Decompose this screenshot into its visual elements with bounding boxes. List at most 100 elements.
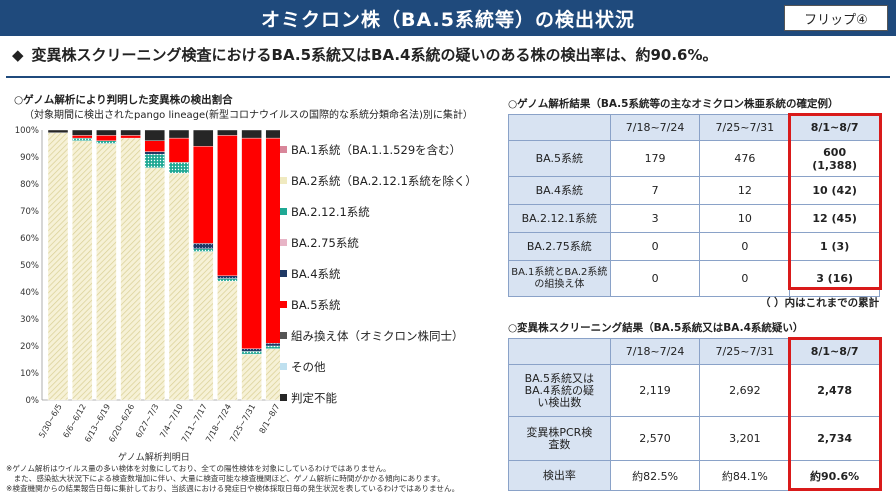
legend-label: BA.5系統 <box>291 297 341 312</box>
table-row: BA.5系統 179 476 600 (1,388) <box>508 140 880 177</box>
y-tick-label: 80% <box>20 180 39 190</box>
cell: 179 <box>609 140 701 177</box>
legend-swatch <box>280 146 287 153</box>
note-line: また、感染拡大状況下による検査数増加に伴い、大量に検査可能な検査機関ほど、ゲノム… <box>6 474 445 483</box>
y-tick-label: 30% <box>20 315 39 325</box>
bar-segment <box>120 135 141 139</box>
bar-segment <box>192 146 214 244</box>
cell: 2,570 <box>609 416 701 461</box>
divider <box>6 76 890 78</box>
bar-segment <box>71 137 93 142</box>
table-row: BA.4系統 7 12 10 (42) <box>508 176 880 205</box>
chart-subtitle: （対象期間に検出されたpango lineage(新型コロナウイルスの国際的な系… <box>24 110 473 121</box>
bar-segment <box>168 162 190 174</box>
x-tick-label: 7/25~7/31 <box>228 403 257 444</box>
bar-segment <box>144 154 166 168</box>
y-tick-label: 10% <box>20 369 39 379</box>
legend-swatch <box>280 239 287 246</box>
header-cell: 8/1~8/7 <box>789 114 880 141</box>
table-row: 検出率 約82.5% 約84.1% 約90.6% <box>508 460 880 491</box>
legend-item: BA.4系統 <box>280 258 500 289</box>
header-cell: 7/25~7/31 <box>699 114 791 141</box>
legend-label: BA.2.12.1系統 <box>291 204 370 219</box>
x-tick-label: 7/4~7/10 <box>158 403 185 440</box>
genome-table-title: ○ゲノム解析結果（BA.5系統等の主なオミクロン株亜系統の確定例） <box>508 98 839 110</box>
legend-label: その他 <box>291 359 326 374</box>
cell: 0 <box>699 232 791 261</box>
legend-swatch <box>280 270 287 277</box>
row-label: BA.4系統 <box>508 176 611 205</box>
screening-table: 7/18~7/24 7/25~7/31 8/1~8/7 BA.5系統又はBA.4… <box>508 338 880 491</box>
bar-segment <box>96 129 117 136</box>
legend-label: BA.1系統（BA.1.1.529を含む） <box>291 142 462 157</box>
bar-segment <box>265 348 280 401</box>
bars-group <box>47 129 280 401</box>
bar-segment <box>192 251 214 401</box>
legend-label: 組み換え体（オミクロン株同士） <box>291 328 464 343</box>
x-tick-label: 5/30~6/5 <box>37 403 64 440</box>
bar-segment <box>168 129 190 139</box>
y-tick-label: 0% <box>26 396 40 406</box>
cumulative-footnote: （ ）内はこれまでの累計 <box>760 297 880 309</box>
legend-swatch <box>280 177 287 184</box>
cell: 0 <box>609 232 701 261</box>
headline-text: 変異株スクリーニング検査におけるBA.5系統又はBA.4系統の疑いのある株の検出… <box>31 46 718 64</box>
legend-label: BA.2.75系統 <box>291 235 359 250</box>
bar-segment <box>265 137 280 344</box>
notes: ※ゲノム解析はウイルス量の多い検体を対象にしており、全ての陽性検体を対象にしてい… <box>6 464 506 494</box>
cell: 約82.5% <box>609 460 701 491</box>
legend-swatch <box>280 301 287 308</box>
screening-table-title: ○変異株スクリーニング結果（BA.5系統又はBA.4系統疑い） <box>508 322 804 334</box>
header-cell <box>508 114 611 141</box>
x-tick-label: 6/20~6/26 <box>107 403 136 444</box>
legend-item: BA.1系統（BA.1.1.529を含む） <box>280 134 500 165</box>
row-label: BA.2.75系統 <box>508 232 611 261</box>
table-row: BA.2.12.1系統 3 10 12 (45) <box>508 204 880 233</box>
legend-item: BA.2.12.1系統 <box>280 196 500 227</box>
header-cell: 8/1~8/7 <box>789 338 880 365</box>
stacked-bar-chart: 0% 10% 20% 30% 40% 50% 60% 70% 80% 90% 100% 5/30~6… <box>15 126 280 444</box>
chart-title: ○ゲノム解析により判明した変異株の検出割合 <box>14 94 233 106</box>
cell: 2,734 <box>789 416 880 461</box>
cell: 600 (1,388) <box>789 140 880 177</box>
bar-segment <box>241 129 262 139</box>
cell: 3 (16) <box>789 260 880 297</box>
note-line: ※ゲノム解析はウイルス量の多い検体を対象にしており、全ての陽性検体を対象にしてい… <box>6 464 391 473</box>
cell: 約84.1% <box>699 460 791 491</box>
cell: 1 (3) <box>789 232 880 261</box>
x-axis-ticks: 5/30~6/56/6~6/126/13~6/196/20~6/266/27~7… <box>37 403 280 444</box>
cell: 2,692 <box>699 364 791 417</box>
header-cell: 7/18~7/24 <box>609 338 701 365</box>
bar-segment <box>71 140 93 401</box>
cell: 0 <box>699 260 791 297</box>
legend-swatch <box>280 332 287 339</box>
row-label: BA.5系統 <box>508 140 611 177</box>
bar-segment <box>241 348 262 352</box>
y-tick-label: 100% <box>15 126 39 136</box>
bar-segment <box>217 135 238 276</box>
row-label: 検出率 <box>508 460 611 491</box>
bar-segment <box>241 351 262 355</box>
table-row: BA.1系統とBA.2系統の組換え体 0 0 3 (16) <box>508 260 880 297</box>
bar-segment <box>217 129 238 136</box>
bar-segment <box>71 135 93 139</box>
cell: 10 (42) <box>789 176 880 205</box>
cell: 0 <box>609 260 701 297</box>
chart-legend: BA.1系統（BA.1.1.529を含む） BA.2系統（BA.2.12.1系統を… <box>280 134 500 413</box>
bar-segment <box>71 129 93 136</box>
bar-segment <box>144 129 166 142</box>
bar-segment <box>96 143 117 401</box>
bar-segment <box>47 132 69 401</box>
legend-label: BA.4系統 <box>291 266 341 281</box>
cell: 約90.6% <box>789 460 880 491</box>
y-tick-label: 60% <box>20 234 39 244</box>
bar-segment <box>265 345 280 349</box>
legend-swatch <box>280 208 287 215</box>
cell: 3 <box>609 204 701 233</box>
x-tick-label: 8/1~8/7 <box>258 403 280 436</box>
page-title: オミクロン株（BA.5系統等）の検出状況 <box>261 8 635 31</box>
legend-item: BA.2.75系統 <box>280 227 500 258</box>
legend-swatch <box>280 394 287 401</box>
bar-segment <box>192 129 214 147</box>
bar-segment <box>144 167 166 401</box>
